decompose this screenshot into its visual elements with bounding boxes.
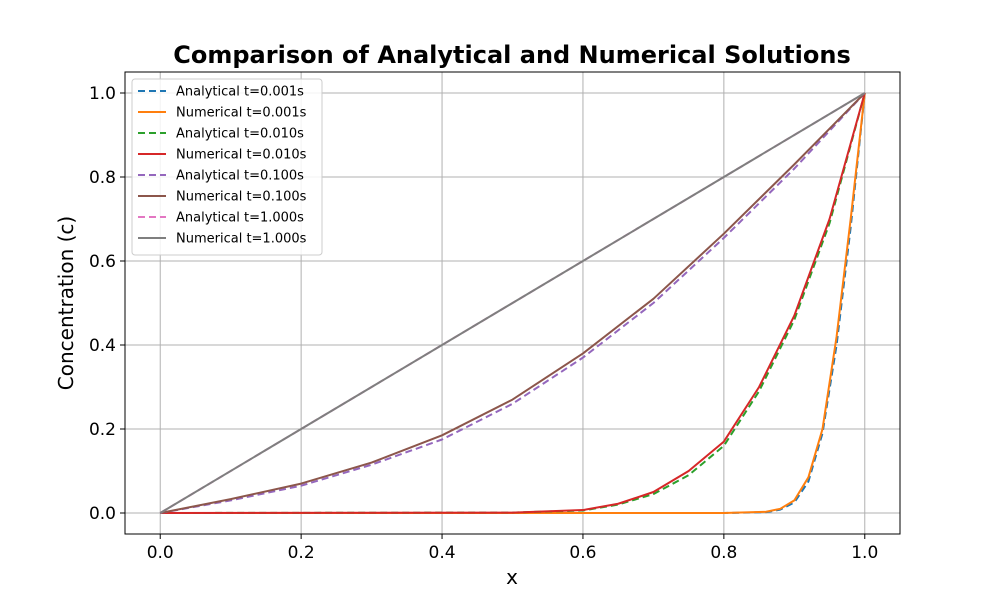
y-tick-label: 0.8 — [89, 168, 116, 188]
legend-label: Analytical t=0.001s — [176, 85, 304, 100]
x-tick-label: 0.8 — [710, 543, 737, 563]
x-tick-label: 0.4 — [429, 543, 456, 563]
y-axis-label: Concentration (c) — [54, 216, 78, 390]
series-group — [159, 92, 866, 514]
y-tick-label: 0.4 — [89, 336, 116, 356]
grid — [125, 72, 900, 534]
y-tick-label: 1.0 — [89, 84, 116, 104]
plot-frame — [124, 71, 901, 535]
x-tick-label: 0.0 — [147, 543, 174, 563]
y-tick-label: 0.6 — [89, 252, 116, 272]
x-tick-label: 1.0 — [851, 543, 878, 563]
x-tick-label: 0.6 — [569, 543, 596, 563]
chart-title: Comparison of Analytical and Numerical S… — [173, 41, 850, 69]
y-tick-label: 0.2 — [89, 420, 116, 440]
x-axis-label: x — [506, 565, 518, 589]
legend-label: Analytical t=0.010s — [176, 127, 304, 142]
series-line — [160, 92, 866, 514]
legend-label: Numerical t=1.000s — [176, 232, 307, 247]
legend-box — [131, 78, 323, 256]
legend-label: Numerical t=0.100s — [176, 190, 307, 205]
legend-label: Analytical t=0.100s — [176, 169, 304, 184]
legend-label: Numerical t=0.001s — [176, 106, 307, 121]
x-tick-label: 0.2 — [288, 543, 315, 563]
series-line — [160, 92, 866, 514]
series-line — [160, 92, 866, 514]
legend-label: Numerical t=0.010s — [176, 148, 307, 163]
series-line — [160, 92, 866, 514]
ticks: 0.0 0.2 0.4 0.6 0.8 1.0 0.0 0.2 0.4 0.6 0.8 1.0 — [89, 84, 878, 563]
legend: Analytical t=0.001s Numerical t=0.001s Ana… — [131, 78, 323, 256]
y-tick-label: 0.0 — [89, 504, 116, 524]
legend-label: Analytical t=1.000s — [176, 211, 304, 226]
series-line — [159, 92, 866, 514]
